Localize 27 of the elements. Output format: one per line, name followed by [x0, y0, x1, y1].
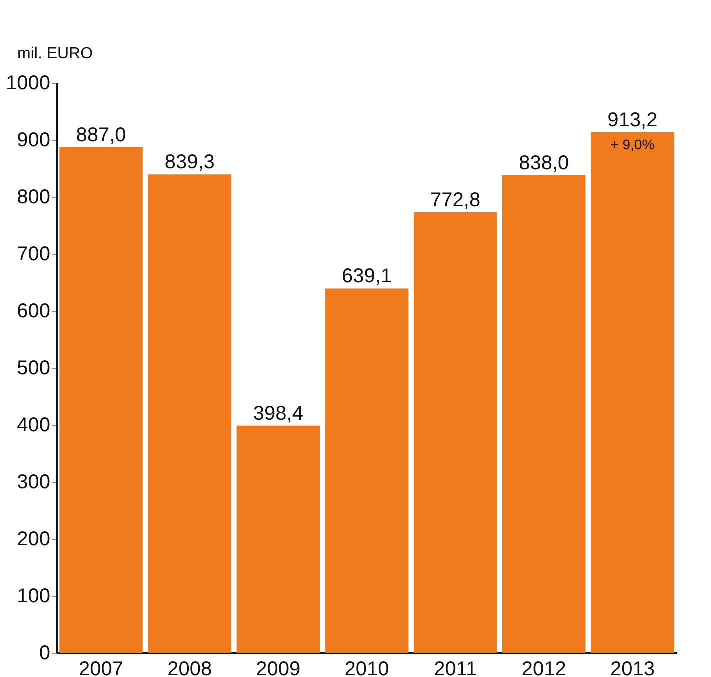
y-tick-label: 600	[17, 300, 50, 322]
x-tick-label: 2012	[522, 658, 566, 677]
y-tick-label: 0	[39, 642, 50, 664]
y-tick-label: 300	[17, 472, 50, 494]
x-tick-label: 2008	[168, 658, 212, 677]
y-tick-label: 100	[17, 586, 50, 608]
y-tick-label: 900	[17, 130, 50, 152]
data-label: 887,0	[76, 124, 126, 146]
y-tick-label: 200	[17, 528, 50, 550]
y-tick-label: 800	[17, 186, 50, 208]
y-tick-label: 700	[17, 244, 50, 266]
y-tick-label: 400	[17, 414, 50, 436]
x-tick-label: 2007	[79, 658, 124, 677]
data-label: 398,4	[253, 402, 304, 425]
x-tick-label: 2009	[256, 658, 301, 677]
data-label: 839,3	[164, 152, 215, 174]
data-label: 913,2	[608, 109, 658, 132]
y-tick-label: 500	[17, 358, 50, 380]
data-label: 639,1	[342, 266, 392, 288]
y-axis-title: mil. EURO	[18, 46, 94, 62]
annotation: + 9,0%	[610, 136, 655, 152]
data-label: 838,0	[519, 152, 570, 174]
x-tick-label: 2011	[434, 658, 478, 677]
x-tick-label: 2010	[344, 658, 390, 677]
data-label: 772,8	[430, 190, 481, 212]
x-tick-label: 2013	[610, 658, 655, 677]
y-tick-label: 1000	[6, 72, 50, 94]
